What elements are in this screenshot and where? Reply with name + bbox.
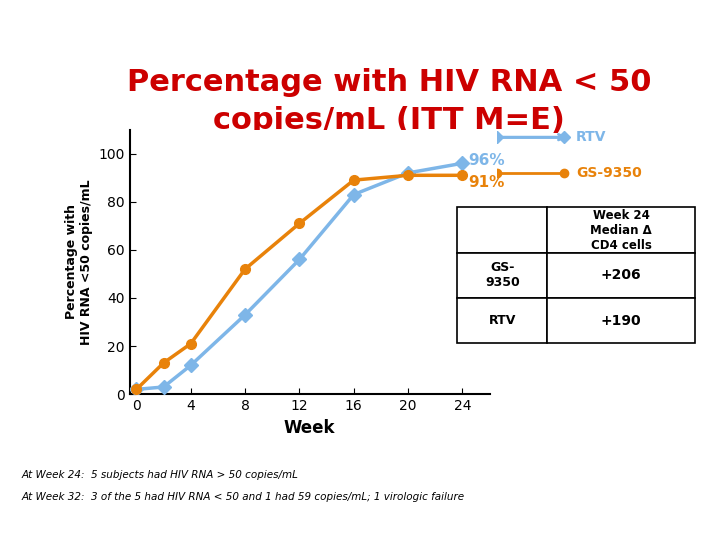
Text: 96%: 96%: [468, 153, 505, 168]
Text: At Week 32:  3 of the 5 had HIV RNA < 50 and 1 had 59 copies/mL; 1 virologic fai: At Week 32: 3 of the 5 had HIV RNA < 50 …: [22, 491, 464, 502]
Text: copies/mL (ITT M=E): copies/mL (ITT M=E): [213, 106, 564, 135]
Text: Percentage with HIV RNA < 50: Percentage with HIV RNA < 50: [127, 68, 651, 97]
Text: UPDATE. 17 th CONFERENCE ON RETROVIRUSES AND OPPORTUNISTIC INFECTIONS: UPDATE. 17 th CONFERENCE ON RETROVIRUSES…: [145, 520, 575, 530]
Text: GS-9350: GS-9350: [576, 166, 642, 180]
Text: At Week 24:  5 subjects had HIV RNA > 50 copies/mL: At Week 24: 5 subjects had HIV RNA > 50 …: [22, 470, 299, 480]
Text: RTV: RTV: [576, 130, 607, 144]
Text: 91%: 91%: [468, 175, 504, 190]
Y-axis label: Percentage with
HIV RNA <50 copies/mL: Percentage with HIV RNA <50 copies/mL: [65, 179, 93, 345]
X-axis label: Week: Week: [284, 418, 336, 437]
Text: GS-9350 vs. RTV with ATV + FTC/TDF: GS-9350 vs. RTV with ATV + FTC/TDF: [14, 15, 274, 29]
